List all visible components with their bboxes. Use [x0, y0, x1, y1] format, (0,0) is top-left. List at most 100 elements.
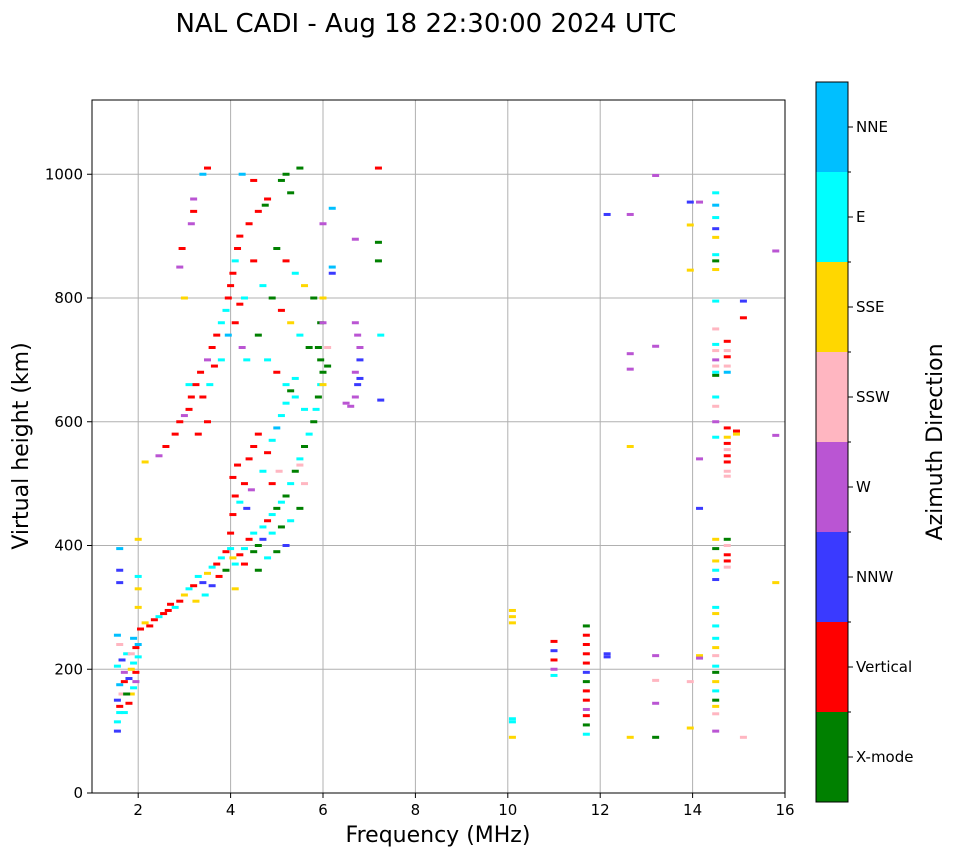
data-point: [712, 698, 720, 702]
data-point: [190, 584, 198, 588]
data-point: [287, 482, 295, 486]
data-point: [231, 587, 239, 591]
data-point: [712, 216, 720, 220]
data-point: [312, 407, 320, 411]
data-point: [328, 271, 336, 275]
data-point: [187, 222, 195, 226]
data-point: [130, 636, 138, 640]
data-point: [231, 321, 239, 325]
data-point: [194, 432, 202, 436]
data-point: [712, 191, 720, 195]
data-point: [723, 454, 731, 458]
data-point: [254, 333, 262, 337]
data-point: [134, 605, 142, 609]
data-point: [772, 433, 780, 437]
data-point: [199, 395, 207, 399]
data-point: [712, 268, 720, 272]
data-point: [712, 729, 720, 733]
data-point: [259, 284, 267, 288]
data-point: [626, 352, 634, 356]
data-point: [227, 531, 235, 535]
data-point: [273, 506, 281, 510]
data-point: [268, 482, 276, 486]
y-tick-label: 600: [54, 413, 83, 431]
data-point: [723, 441, 731, 445]
data-point: [116, 581, 124, 585]
data-point: [712, 203, 720, 207]
data-point: [254, 209, 262, 213]
data-point: [356, 346, 364, 349]
data-point: [712, 404, 720, 408]
data-point: [264, 358, 272, 362]
data-point: [162, 445, 170, 448]
data-point: [215, 574, 223, 578]
data-point: [247, 488, 255, 492]
colorbar-tick-label: Vertical: [856, 658, 912, 676]
data-point: [356, 358, 364, 362]
data-point: [185, 587, 193, 591]
data-point: [190, 209, 198, 213]
data-point: [582, 707, 590, 711]
data-point: [234, 463, 242, 467]
data-point: [712, 235, 720, 239]
data-point: [319, 370, 327, 374]
data-point: [508, 615, 516, 619]
data-point: [273, 247, 281, 250]
data-point: [240, 547, 248, 551]
data-point: [377, 333, 385, 337]
data-point: [696, 457, 704, 461]
y-tick-label: 400: [54, 537, 83, 555]
data-point: [275, 469, 283, 473]
data-point: [712, 370, 720, 374]
y-tick-label: 1000: [45, 165, 83, 183]
data-point: [208, 346, 216, 349]
data-point: [310, 296, 318, 300]
data-point: [180, 296, 188, 300]
colorbar: NNE E SSE SSW W NNW Vertical X-mode: [815, 81, 913, 803]
data-point: [603, 652, 611, 656]
data-point: [123, 692, 131, 696]
data-point: [116, 568, 124, 572]
data-point: [277, 414, 285, 418]
data-point: [301, 482, 309, 486]
data-point: [243, 506, 251, 510]
data-point: [723, 364, 731, 368]
data-point: [582, 643, 590, 646]
colorbar-tick-label: SSE: [856, 298, 885, 316]
y-axis-ticks: 0 200 400 600 800 1000: [45, 165, 92, 802]
data-point: [550, 673, 558, 677]
data-point: [328, 206, 336, 210]
data-point: [739, 299, 747, 303]
y-tick-label: 0: [73, 784, 83, 802]
data-point: [296, 506, 304, 510]
data-point: [208, 584, 216, 588]
data-point: [712, 612, 720, 616]
data-point: [301, 445, 309, 448]
data-point: [282, 494, 290, 498]
colorbar-segment: [816, 532, 848, 622]
data-point: [305, 346, 313, 349]
data-point: [712, 704, 720, 708]
data-point: [291, 376, 299, 380]
data-point: [351, 395, 359, 399]
data-point: [224, 296, 232, 300]
data-point: [217, 358, 225, 362]
data-point: [508, 735, 516, 739]
data-point: [176, 265, 184, 269]
data-point: [264, 556, 272, 560]
data-point: [582, 633, 590, 637]
data-point: [550, 667, 558, 671]
data-point: [132, 670, 140, 674]
data-point: [550, 658, 558, 662]
data-point: [686, 223, 694, 227]
data-point: [626, 445, 634, 448]
data-point: [712, 636, 720, 640]
data-point: [603, 655, 611, 659]
data-point: [582, 624, 590, 628]
y-tick-label: 800: [54, 289, 83, 307]
data-point: [723, 565, 731, 569]
data-point: [217, 321, 225, 325]
data-point: [550, 639, 558, 643]
data-point: [245, 457, 253, 461]
data-point: [254, 544, 262, 547]
